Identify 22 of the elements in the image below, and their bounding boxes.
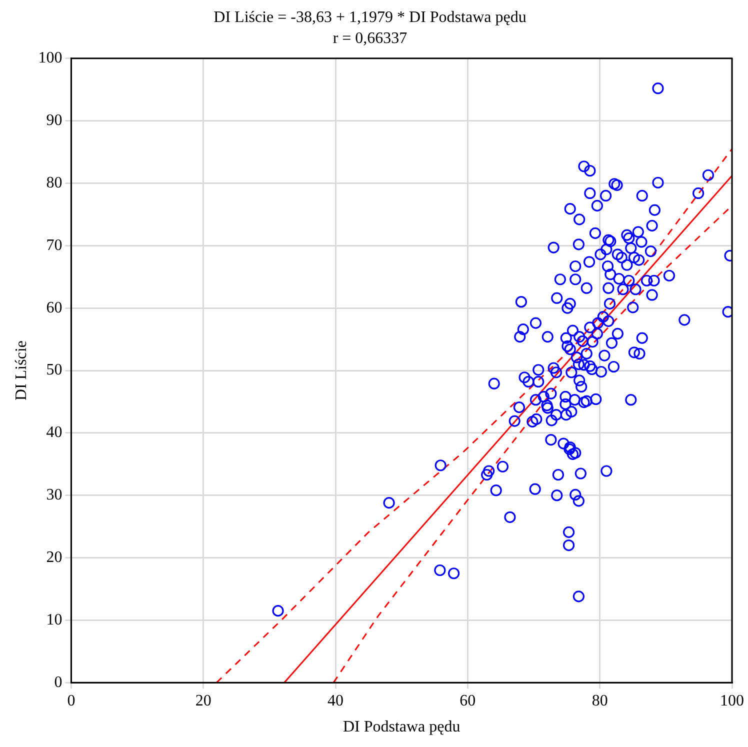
chart-title: DI Liście = -38,63 + 1,1979 * DI Podstawa pędu xyxy=(214,8,526,26)
x-tick-label: 80 xyxy=(592,692,608,710)
y-tick-label: 50 xyxy=(46,362,62,379)
y-tick-label: 80 xyxy=(46,174,62,192)
y-tick-label: 10 xyxy=(46,611,62,628)
x-axis-title: DI Podstawa pędu xyxy=(342,718,460,736)
y-tick-label: 30 xyxy=(46,486,62,504)
y-tick-label: 20 xyxy=(46,548,62,566)
line-series xyxy=(216,148,732,683)
chart-subtitle: r = 0,66337 xyxy=(332,30,408,48)
y-axis-title: DI Liście xyxy=(12,340,30,400)
y-tick-label: 90 xyxy=(46,112,62,130)
y-tick-label: 60 xyxy=(46,299,62,316)
x-tick-label: 60 xyxy=(460,692,476,710)
x-tick-label: 40 xyxy=(328,692,344,710)
x-tick-label: 0 xyxy=(67,692,76,710)
y-tick-label: 70 xyxy=(46,236,62,254)
y-tick-label: 40 xyxy=(46,424,62,442)
x-tick-label: 100 xyxy=(720,692,744,710)
x-tick-label: 20 xyxy=(195,692,212,710)
y-tick-label: 0 xyxy=(54,674,62,691)
y-tick-label: 100 xyxy=(38,50,62,67)
